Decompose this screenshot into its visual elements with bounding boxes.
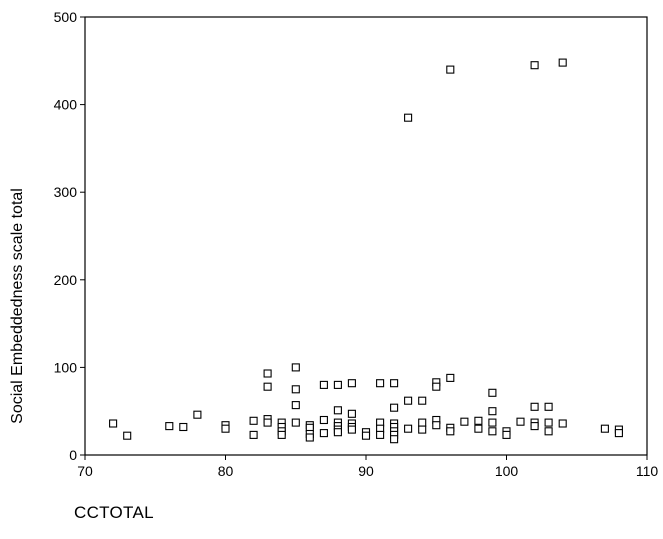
data-point: [291, 418, 300, 427]
data-point: [277, 430, 286, 439]
data-point: [530, 422, 539, 431]
data-point: [333, 428, 342, 437]
data-point: [291, 401, 300, 410]
data-point: [390, 403, 399, 412]
data-point: [488, 388, 497, 397]
data-point: [418, 418, 427, 427]
data-point: [347, 379, 356, 388]
data-point: [488, 427, 497, 436]
y-tick-label: 400: [54, 97, 78, 113]
data-point: [404, 113, 413, 122]
y-axis-label: Social Embeddedness scale total: [9, 188, 26, 424]
data-point: [516, 417, 525, 426]
y-axis-ticks: 0 100 200 300 400 500: [54, 9, 85, 463]
data-point: [488, 418, 497, 427]
data-point: [319, 415, 328, 425]
data-point: [474, 424, 483, 433]
y-tick-label: 300: [54, 184, 78, 200]
data-point: [249, 416, 258, 425]
x-axis-label: CCTOTAL: [74, 503, 154, 522]
data-point: [291, 385, 300, 394]
data-point: [544, 418, 553, 427]
y-tick-label: 100: [54, 359, 78, 375]
data-point: [319, 429, 328, 438]
plot-frame: [84, 16, 648, 456]
data-point: [123, 431, 132, 440]
data-point: [109, 419, 118, 428]
y-tick-label: 200: [54, 272, 78, 288]
y-tick-label: 500: [54, 9, 78, 25]
x-tick-label: 80: [218, 463, 234, 479]
data-point: [193, 410, 202, 419]
data-point: [544, 427, 553, 436]
data-point: [305, 433, 314, 442]
x-tick-label: 110: [636, 463, 659, 479]
data-point: [418, 396, 427, 405]
data-point: [446, 427, 455, 436]
data-point: [291, 363, 300, 372]
data-point: [530, 61, 539, 70]
x-tick-label: 70: [77, 463, 93, 479]
data-point: [600, 424, 609, 433]
data-point: [249, 430, 258, 439]
data-point: [418, 425, 427, 434]
data-point: [544, 402, 553, 411]
data-point: [165, 422, 174, 431]
data-point: [558, 419, 567, 428]
data-point: [502, 430, 511, 439]
data-point: [263, 369, 272, 378]
data-point: [432, 382, 441, 391]
data-point: [376, 430, 385, 439]
data-point: [390, 379, 399, 388]
data-point: [361, 431, 371, 440]
data-point: [221, 424, 230, 433]
data-point: [614, 429, 623, 438]
data-point: [263, 382, 272, 391]
data-point: [446, 65, 455, 74]
data-point: [432, 421, 441, 430]
data-point: [558, 58, 567, 67]
data-point: [460, 417, 469, 426]
data-point: [446, 373, 455, 382]
data-point: [347, 409, 356, 418]
x-tick-label: 90: [358, 463, 374, 479]
data-point: [319, 380, 328, 389]
data-point: [376, 379, 385, 388]
data-point: [404, 396, 413, 405]
data-point: [333, 406, 342, 415]
data-point: [263, 418, 272, 427]
data-point: [333, 380, 342, 389]
data-point: [474, 416, 483, 425]
data-point: [347, 425, 356, 434]
data-point: [390, 435, 399, 444]
data-point: [404, 424, 413, 433]
y-tick-label: 0: [69, 447, 77, 463]
data-points: [109, 58, 623, 444]
data-point: [530, 402, 539, 411]
x-tick-label: 100: [495, 463, 519, 479]
data-point: [488, 407, 497, 416]
data-point: [179, 422, 188, 432]
x-axis-ticks: 70 80 90 100 110: [77, 455, 658, 479]
